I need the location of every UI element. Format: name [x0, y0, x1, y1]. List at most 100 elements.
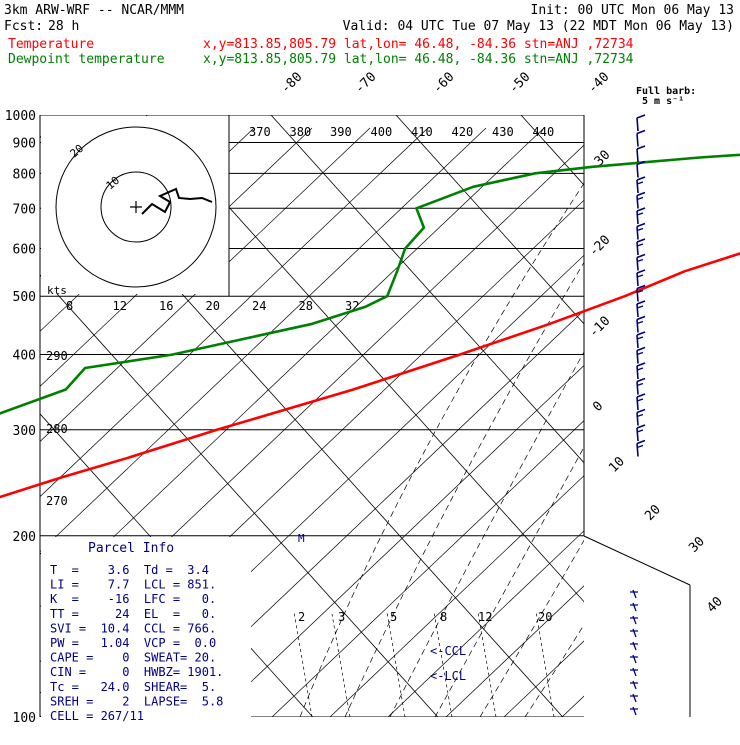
wind-barb: [636, 303, 639, 318]
isotherm-label: -10: [586, 314, 613, 341]
wind-barb-flag: [636, 320, 644, 325]
wind-barb-flag: [636, 424, 646, 429]
hodograph-center-marker: [130, 201, 142, 213]
parcel-info-row: TT = 24 EL = 0.: [50, 607, 216, 621]
wind-barb-flag: [636, 346, 646, 352]
valid-time: Valid: 04 UTC Tue 07 May 13 (22 MDT Mon …: [343, 19, 734, 34]
temperature-location: x,y=813.85,805.79 lat,lon= 46.48, -84.36…: [203, 37, 634, 52]
forecast-label: Fcst:: [4, 19, 43, 34]
pressure-tick-label: 600: [13, 243, 36, 258]
wind-barb-flag: [636, 398, 644, 402]
theta-label: 380: [290, 125, 312, 139]
hodograph-speed-label: 20: [206, 299, 220, 313]
theta-label: 440: [533, 125, 555, 139]
dry-adiabat-line: [40, 127, 371, 442]
wind-barb: [636, 443, 639, 457]
theta-label: 390: [330, 125, 352, 139]
hodograph-speed-label: 28: [299, 299, 313, 313]
dry-adiabat-line: [40, 127, 429, 498]
wind-barb: [630, 654, 638, 664]
theta-label: 400: [371, 125, 393, 139]
wind-barb-flag: [636, 331, 646, 336]
plot-lower-edge: [583, 535, 691, 586]
dry-adiabat-line: [736, 128, 740, 717]
wind-barb: [630, 641, 638, 651]
dry-adiabat-line: [445, 585, 584, 717]
mixing-ratio-line: [331, 613, 351, 717]
isotherm-label: 30: [686, 534, 708, 556]
wind-barb-flag: [636, 289, 644, 294]
pressure-tick-label: 500: [13, 290, 36, 305]
wind-barb-flag: [636, 145, 646, 150]
wind-barb-flag: [636, 129, 646, 135]
wind-barb-flag: [636, 196, 644, 201]
wind-barb: [636, 210, 639, 225]
hodograph-trace: [141, 187, 213, 215]
wind-barb-flag: [636, 258, 644, 263]
dry-adiabat-line: [329, 475, 584, 717]
isotherm-label: 10: [606, 454, 628, 476]
wind-barb: [630, 589, 638, 599]
wind-barb: [636, 381, 639, 395]
isotherm-line: [145, 115, 584, 603]
pressure-tick-label: 400: [13, 349, 36, 364]
mixing-ratio-label: 2: [298, 610, 305, 624]
wind-barb-flag: [636, 243, 644, 247]
wind-barb-flag: [636, 439, 646, 445]
wind-barb: [636, 319, 639, 333]
parcel-info-row: CELL = 267/11: [50, 709, 144, 723]
temperature-trace: [0, 252, 740, 499]
wind-barb-flag: [636, 300, 646, 305]
mixing-ratio-label: 5: [390, 610, 397, 624]
isotherm-label: -20: [586, 233, 613, 260]
wind-barbs: [630, 114, 646, 716]
isotherm-label: -40: [585, 70, 612, 97]
mixing-ratio-label: 20: [538, 610, 552, 624]
wind-barb-flag: [636, 444, 644, 449]
isotherm-label: 0: [590, 399, 606, 415]
moist-adiabat-line: [389, 351, 584, 717]
wind-barb: [636, 257, 639, 271]
wind-barb: [630, 706, 638, 716]
wind-barb-flag: [636, 362, 646, 367]
wind-barb-flag: [636, 351, 644, 356]
hodograph-unit-label: kts: [47, 284, 67, 297]
wind-barb-flag: [636, 227, 644, 232]
dry-adiabat-line: [561, 695, 584, 717]
pressure-tick-label: 1000: [5, 109, 36, 124]
isotherm-label: -30: [586, 148, 613, 175]
wind-barb-flag: [636, 274, 644, 278]
pressure-tick-label: 100: [13, 711, 36, 726]
theta-label: 410: [411, 125, 433, 139]
mixing-ratio-label: 12: [478, 610, 492, 624]
wind-barb: [630, 667, 638, 677]
wind-barb-flag: [636, 238, 646, 243]
mixing-ratio-label: 8: [440, 610, 447, 624]
temperature-legend: Temperature: [8, 37, 94, 52]
wind-barb-flag: [636, 305, 644, 309]
pressure-tick-label: 300: [13, 424, 36, 439]
hodograph-background: [41, 116, 229, 294]
isotherm-label: 40: [704, 594, 726, 616]
dry-adiabat-line: [40, 127, 487, 553]
wind-barb-flag: [636, 367, 644, 371]
wind-barb: [630, 602, 638, 612]
model-title: 3km ARW-WRF -- NCAR/MMM: [4, 3, 184, 18]
wind-barb-flag: [636, 222, 646, 228]
wind-barb: [630, 628, 638, 638]
wind-barb-flag: [636, 315, 646, 321]
wind-barb-flag: [636, 212, 644, 216]
wind-barb-flag: [636, 377, 646, 383]
lcl-marker: <-LCL: [430, 669, 466, 683]
moist-adiabat-line: [524, 624, 584, 717]
parcel-info-row: LI = 7.7 LCL = 851.: [50, 578, 216, 592]
parcel-info-box: [41, 537, 251, 722]
forecast-hours: 28 h: [48, 19, 79, 34]
isotherm-label: 20: [642, 502, 664, 524]
isotherm-line: [40, 274, 439, 717]
wind-barb-flag: [636, 269, 646, 274]
pressure-tick-label: 900: [13, 137, 36, 152]
isotherm-line: [395, 115, 584, 325]
